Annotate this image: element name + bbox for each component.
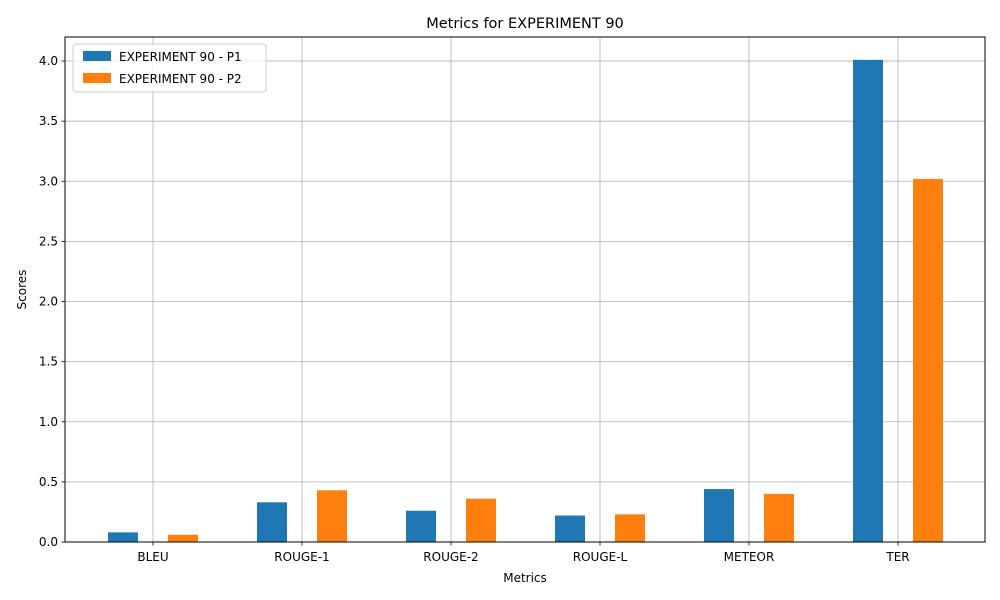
bar-p2-rouge-1	[317, 490, 347, 542]
x-tick-label: ROUGE-2	[423, 550, 478, 564]
x-tick-label: ROUGE-L	[573, 550, 628, 564]
grid	[65, 37, 985, 543]
legend-label: EXPERIMENT 90 - P2	[119, 72, 242, 86]
bar-p2-rouge-2	[466, 498, 496, 542]
bar-p1-ter	[853, 59, 883, 542]
y-tick-label: 0.0	[39, 535, 58, 549]
y-tick-label: 1.5	[39, 355, 58, 369]
bar-p1-bleu	[108, 532, 138, 542]
bar-p2-rouge-l	[615, 514, 645, 542]
legend: EXPERIMENT 90 - P1 EXPERIMENT 90 - P2	[72, 43, 267, 93]
bars	[108, 59, 943, 542]
y-tick-label: 0.5	[39, 475, 58, 489]
x-axis-ticks: BLEU ROUGE-1 ROUGE-2 ROUGE-L METEOR TER	[137, 542, 910, 564]
legend-swatch	[83, 51, 111, 61]
x-axis-label: Metrics	[503, 571, 547, 585]
y-tick-label: 3.5	[39, 114, 58, 128]
x-tick-label: ROUGE-1	[274, 550, 329, 564]
legend-label: EXPERIMENT 90 - P1	[119, 50, 242, 64]
y-tick-label: 2.5	[39, 234, 58, 248]
y-tick-label: 2.0	[39, 295, 58, 309]
bar-p2-ter	[913, 178, 943, 542]
bar-p2-meteor	[764, 493, 794, 542]
bar-p1-meteor	[704, 489, 734, 542]
bar-p2-bleu	[168, 534, 198, 542]
bar-p1-rouge-1	[257, 502, 287, 542]
y-axis-label: Scores	[15, 270, 29, 310]
plot-frame	[64, 36, 986, 543]
legend-swatch	[83, 73, 111, 83]
y-tick-label: 4.0	[39, 54, 58, 68]
y-axis-ticks: 0.0 0.5 1.0 1.5 2.0 2.5 3.0 3.5 4.0	[39, 54, 65, 549]
x-tick-label: TER	[885, 550, 909, 564]
bar-p1-rouge-l	[555, 515, 585, 542]
bar-p1-rouge-2	[406, 510, 436, 542]
chart-title: Metrics for EXPERIMENT 90	[426, 16, 624, 32]
y-tick-label: 3.0	[39, 174, 58, 188]
y-tick-label: 1.0	[39, 415, 58, 429]
x-tick-label: METEOR	[724, 550, 775, 564]
x-tick-label: BLEU	[137, 550, 168, 564]
legend-box	[72, 43, 267, 93]
